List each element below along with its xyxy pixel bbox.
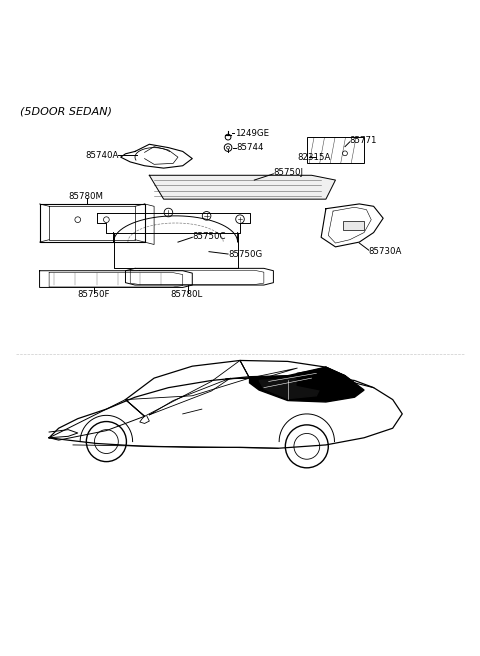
Polygon shape: [259, 372, 326, 399]
Text: 85744: 85744: [237, 143, 264, 152]
Text: 85750F: 85750F: [78, 290, 110, 299]
Text: 85740A: 85740A: [85, 151, 118, 160]
Text: 85730A: 85730A: [369, 247, 402, 256]
Polygon shape: [250, 367, 364, 402]
Text: 85780M: 85780M: [68, 192, 103, 201]
Polygon shape: [149, 175, 336, 199]
Polygon shape: [297, 369, 345, 391]
Text: (5DOOR SEDAN): (5DOOR SEDAN): [21, 106, 112, 116]
Text: 82315A: 82315A: [297, 153, 331, 161]
Bar: [307, 137, 364, 163]
Text: 85780L: 85780L: [171, 290, 203, 299]
Bar: [343, 220, 364, 230]
Text: 85750G: 85750G: [228, 249, 262, 258]
Text: 1249GE: 1249GE: [235, 129, 269, 138]
Text: 85750C: 85750C: [192, 232, 226, 241]
Text: 85750J: 85750J: [274, 169, 303, 177]
Text: 85771: 85771: [350, 136, 377, 145]
